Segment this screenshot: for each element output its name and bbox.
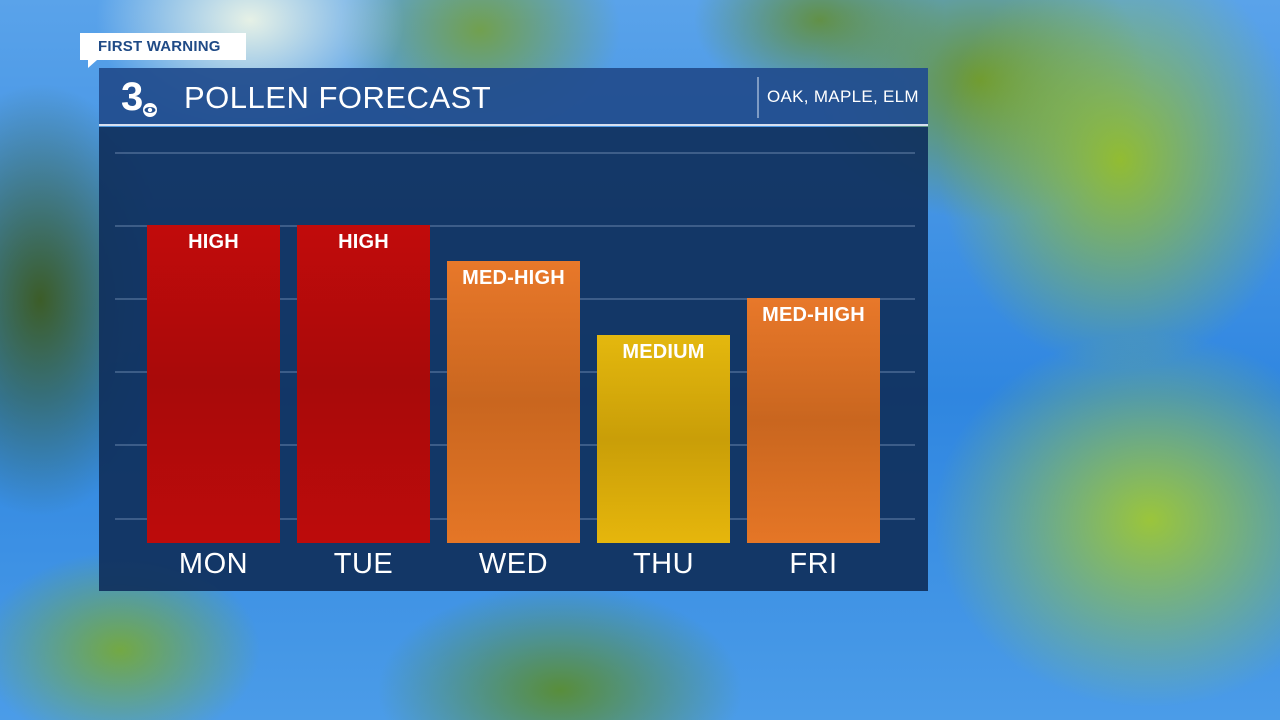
first-warning-badge: FIRST WARNING	[80, 33, 246, 68]
pollen-species-label: OAK, MAPLE, ELM	[767, 87, 919, 106]
bar-chart-area: HIGH MON HIGH TUE MED-HIGH WED MEDIUM THU MED-HI…	[99, 127, 928, 591]
station-logo-icon: 3	[121, 75, 157, 119]
day-label-fri: FRI	[789, 548, 838, 580]
bar-value-label: HIGH	[338, 231, 389, 253]
svg-text:3: 3	[121, 75, 143, 119]
bar-tue: HIGH	[297, 225, 430, 543]
bar-thu: MEDIUM	[597, 335, 730, 543]
pollen-forecast-panel: 3 POLLEN FORECAST OAK, MAPLE, ELM HIGH MO…	[99, 68, 928, 591]
bar-value-label: MED-HIGH	[762, 304, 865, 326]
header-divider	[757, 77, 759, 118]
bar-value-label: MEDIUM	[622, 341, 705, 363]
gridline	[115, 225, 915, 227]
panel-header: 3 POLLEN FORECAST OAK, MAPLE, ELM	[99, 68, 928, 126]
gridline	[115, 152, 915, 154]
day-label-tue: TUE	[333, 548, 394, 580]
first-warning-label: FIRST WARNING	[98, 38, 221, 55]
bar-value-label: HIGH	[188, 231, 239, 253]
day-label-thu: THU	[632, 548, 695, 580]
day-label-wed: WED	[478, 548, 549, 580]
page-title: POLLEN FORECAST	[184, 80, 492, 115]
bar-wed: MED-HIGH	[447, 261, 580, 543]
bar-fri: MED-HIGH	[747, 298, 880, 543]
bar-mon: HIGH	[147, 225, 280, 543]
bar-value-label: MED-HIGH	[462, 267, 565, 289]
day-label-mon: MON	[178, 548, 249, 580]
